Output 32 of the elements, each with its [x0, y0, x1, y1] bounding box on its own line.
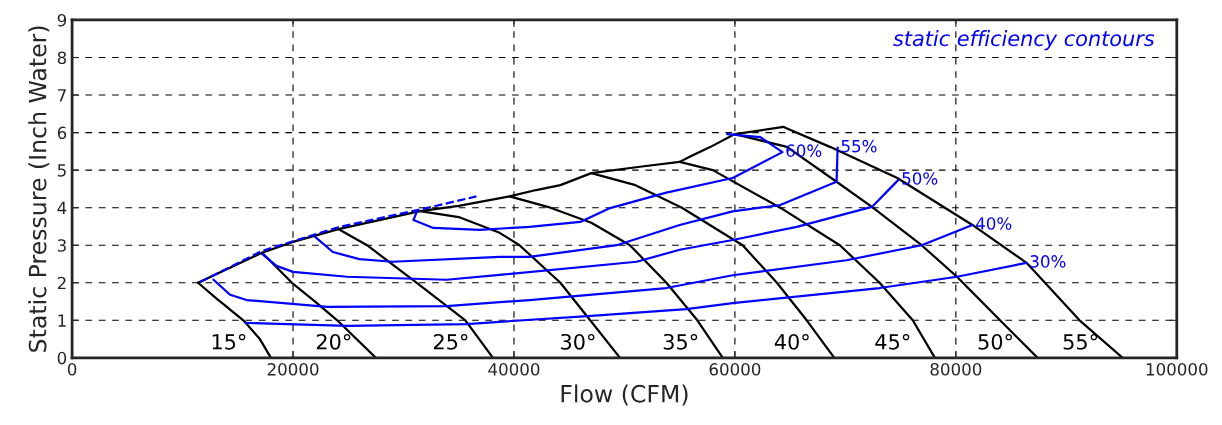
x-tick-label: 60000 [709, 363, 761, 376]
y-tick-label: 3 [57, 239, 66, 252]
series-label: 25° [433, 333, 468, 350]
y-tick-label: 5 [57, 164, 66, 177]
series-label: 35° [663, 333, 698, 350]
x-tick-label: 20000 [267, 363, 319, 376]
series-label: 50° [978, 333, 1012, 350]
series-label: 45° [875, 333, 910, 350]
x-axis-title: Flow (CFM) [561, 384, 688, 406]
series-label: 30° [561, 333, 595, 350]
y-tick-label: 4 [57, 201, 67, 215]
series-label: 20° [316, 333, 351, 350]
series-label: 40° [774, 333, 809, 350]
y-axis-title: Static Pressure (Inch Water) [28, 26, 50, 352]
y-tick-label: 1 [58, 314, 66, 327]
series-label: 55° [1063, 333, 1098, 350]
series-label: 30% [1030, 255, 1066, 268]
series-label: 15° [212, 333, 246, 350]
y-tick-label: 8 [57, 51, 67, 65]
annotation: static efficiency contours [893, 30, 1155, 51]
y-tick-label: 7 [58, 89, 66, 102]
x-tick-label: 100000 [1146, 363, 1208, 376]
y-tick-label: 9 [57, 13, 67, 27]
series-label: 40% [976, 217, 1012, 230]
y-tick-label: 6 [57, 126, 67, 140]
series-label: 55% [841, 139, 877, 153]
y-tick-label: 2 [57, 276, 66, 290]
y-tick-label: 0 [57, 351, 67, 365]
series-label: 50% [902, 172, 938, 185]
x-tick-label: 0 [67, 363, 77, 376]
x-tick-label: 40000 [488, 363, 540, 376]
x-tick-label: 80000 [930, 363, 982, 376]
